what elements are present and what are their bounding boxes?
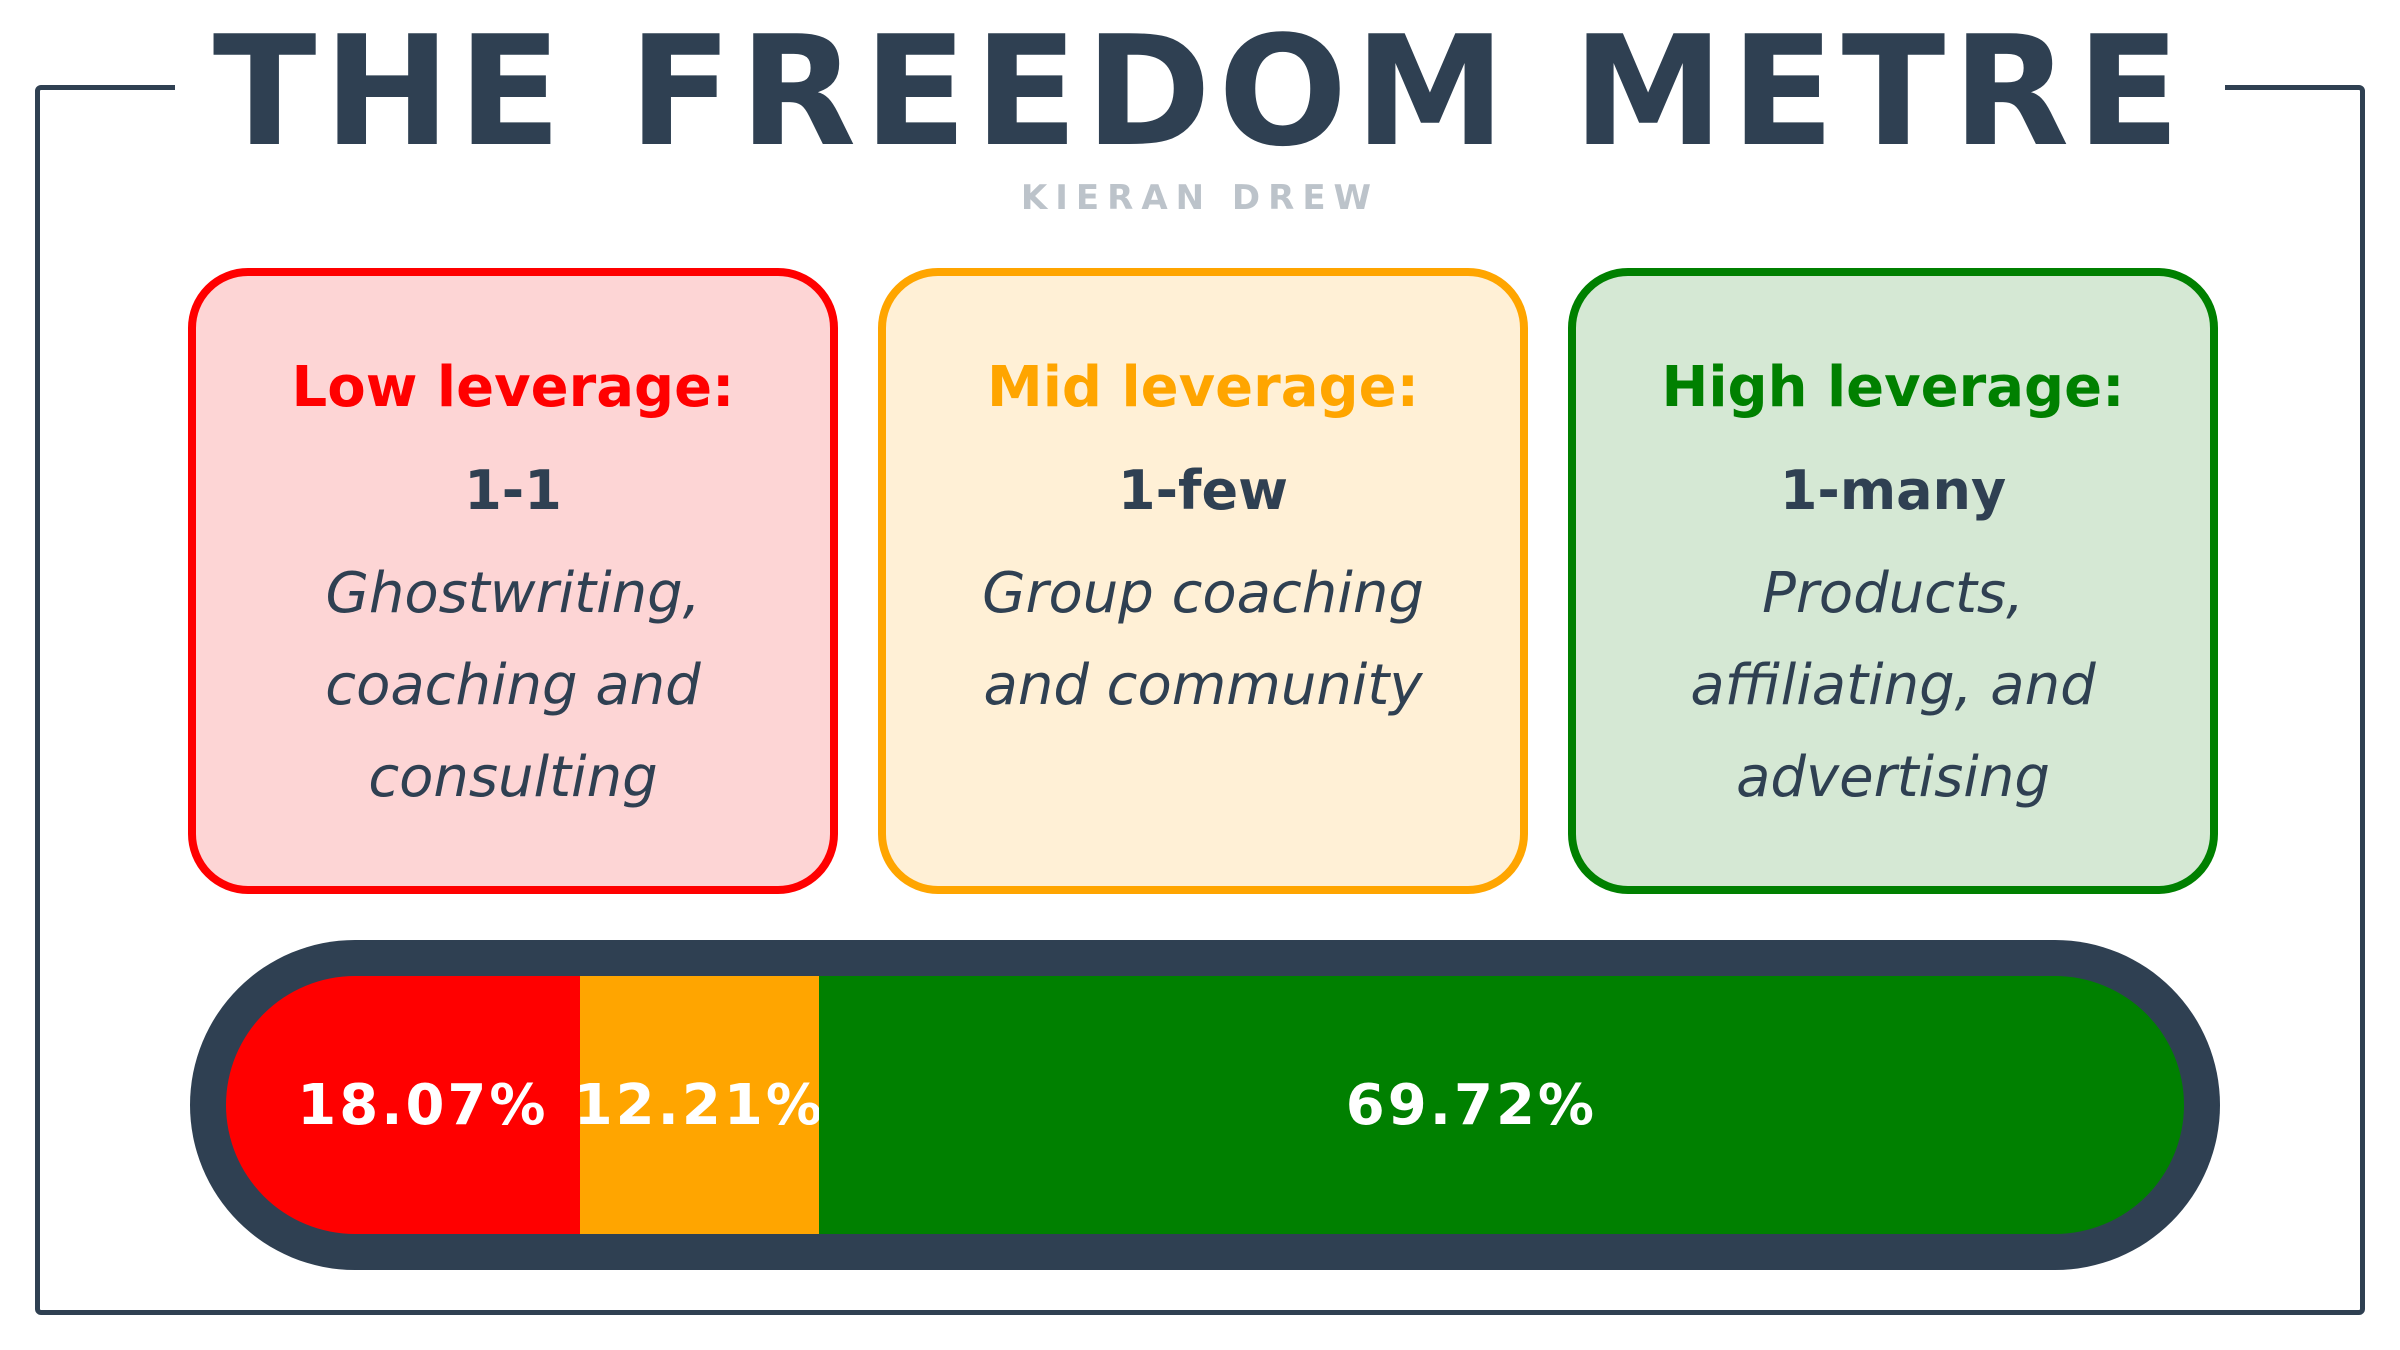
card-description: Ghostwriting, coaching and consulting: [325, 561, 701, 810]
page-title: THE FREEDOM METRE: [174, 12, 2226, 172]
author-subtitle: KIERAN DREW: [1020, 178, 1380, 218]
card-ratio: 1-1: [464, 459, 562, 522]
meter-track: 18.07% 12.21% 69.72%: [226, 976, 2184, 1234]
card-heading: Low leverage:: [291, 355, 735, 420]
meter-segment-low: 18.07%: [226, 976, 580, 1234]
freedom-meter: 18.07% 12.21% 69.72%: [190, 940, 2220, 1270]
card-heading: Mid leverage:: [986, 355, 1420, 420]
card-description: Products, affiliating, and advertising: [1690, 561, 2096, 810]
card-ratio: 1-few: [1118, 459, 1288, 522]
meter-segment-mid: 12.21%: [574, 976, 822, 1234]
title-area: THE FREEDOM METRE: [0, 0, 2400, 180]
card-heading: High leverage:: [1661, 355, 2125, 420]
card-description: Group coaching and community: [982, 561, 1424, 718]
meter-segment-high: 69.72%: [818, 976, 2184, 1234]
card-mid-leverage: Mid leverage: 1-few Group coaching and c…: [878, 268, 1528, 894]
card-low-leverage: Low leverage: 1-1 Ghostwriting, coaching…: [188, 268, 838, 894]
card-ratio: 1-many: [1779, 459, 2007, 522]
card-high-leverage: High leverage: 1-many Products, affiliat…: [1568, 268, 2218, 894]
